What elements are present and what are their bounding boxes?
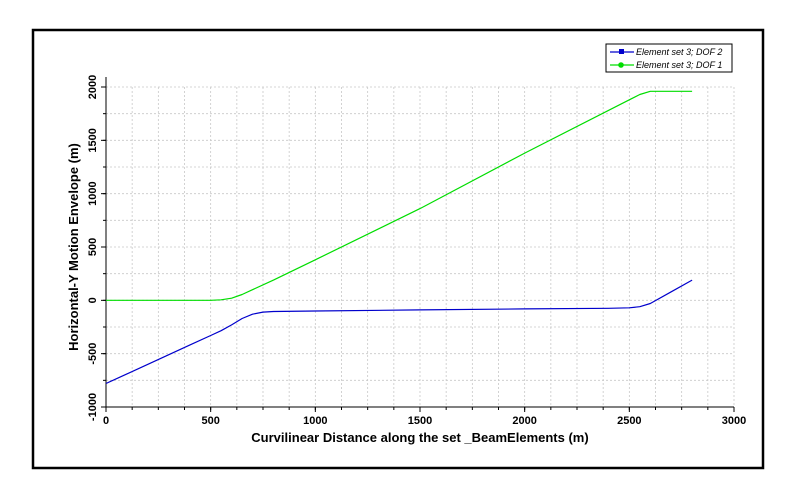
y-tick-label: 1000 — [87, 181, 99, 205]
legend-label-dof1: Element set 3; DOF 1 — [636, 60, 722, 70]
x-tick-label: 1000 — [303, 415, 327, 427]
tick-labels: 0 500 1000 1500 2000 2500 3000 -1000 -500 0 500 100… — [87, 75, 746, 427]
legend-box — [605, 43, 733, 73]
grid-lines — [106, 86, 735, 407]
x-tick-label: 2000 — [512, 415, 536, 427]
legend-marker-dof2 — [619, 49, 624, 54]
y-tick-label: -1000 — [87, 393, 99, 421]
x-axis-title: Curvilinear Distance along the set _Beam… — [251, 430, 588, 445]
y-tick-label: 1500 — [87, 128, 99, 152]
y-tick-label: 0 — [87, 297, 99, 303]
x-tick-label: 500 — [201, 415, 219, 427]
y-tick-label: 500 — [87, 238, 99, 256]
tick-marks — [101, 86, 735, 412]
series-lines — [105, 90, 693, 385]
legend: Element set 3; DOF 2 Element set 3; DOF … — [605, 43, 733, 73]
y-tick-label: 2000 — [87, 75, 99, 99]
series-line-1 — [106, 90, 693, 301]
x-tick-label: 3000 — [722, 415, 746, 427]
y-axis-title: Horizontal-Y Motion Envelope (m) — [66, 143, 81, 351]
y-tick-label: -500 — [87, 343, 99, 365]
series-line-0 — [105, 279, 693, 385]
x-tick-label: 1500 — [408, 415, 432, 427]
x-tick-label: 2500 — [617, 415, 641, 427]
legend-label-dof2: Element set 3; DOF 2 — [636, 47, 722, 57]
legend-marker-dof1 — [618, 62, 624, 68]
x-tick-label: 0 — [103, 415, 109, 427]
